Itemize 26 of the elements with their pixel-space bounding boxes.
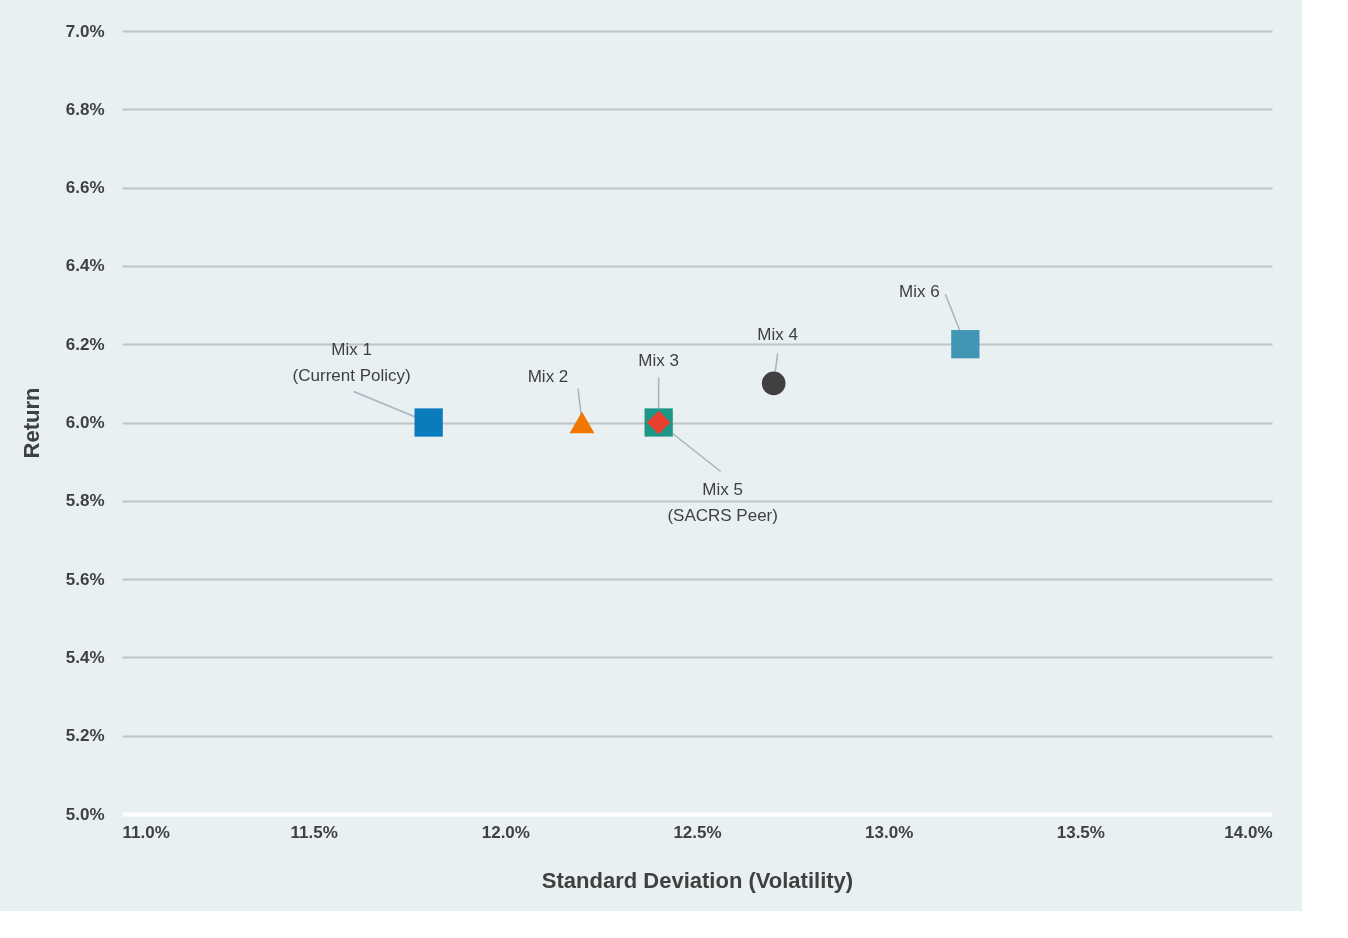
x-axis-title: Standard Deviation (Volatility) — [541, 867, 854, 893]
y-tick-label: 6.8% — [65, 99, 105, 119]
x-tick-label: 11.0% — [122, 822, 170, 842]
y-tick-label: 5.8% — [65, 491, 105, 511]
y-tick-label: 6.4% — [65, 256, 105, 276]
y-tick-label: 5.4% — [65, 647, 105, 667]
x-tick-label: 14.0% — [1224, 822, 1273, 842]
y-tick-label: 5.6% — [65, 569, 105, 589]
y-tick-label: 6.0% — [65, 413, 105, 432]
x-tick-label: 13.5% — [1056, 822, 1105, 842]
series-label: Mix 4 — [757, 325, 798, 345]
series-label: Mix 2 — [527, 366, 569, 386]
x-tick-label: 12.5% — [673, 822, 722, 842]
x-tick-label: 11.5% — [290, 822, 338, 842]
text: Mix 3 — [638, 350, 679, 370]
text: Mix 5 (SACRS Peer) — [667, 479, 778, 525]
y-tick-label: 6.2% — [65, 334, 105, 354]
y-tick-label: 7.0% — [65, 21, 105, 41]
series-label: Mix 1 (Current Policy) — [292, 339, 411, 385]
x-tick-label: 12.0% — [481, 822, 530, 842]
y-tick-label: 5.2% — [65, 726, 105, 746]
y-tick-label: 5.0% — [65, 804, 105, 824]
x-tick-label: 13.0% — [865, 822, 914, 842]
y-axis-title: Return — [18, 387, 44, 459]
series-label: Mix 6 — [899, 282, 940, 302]
y-tick-label: 6.6% — [65, 178, 105, 198]
